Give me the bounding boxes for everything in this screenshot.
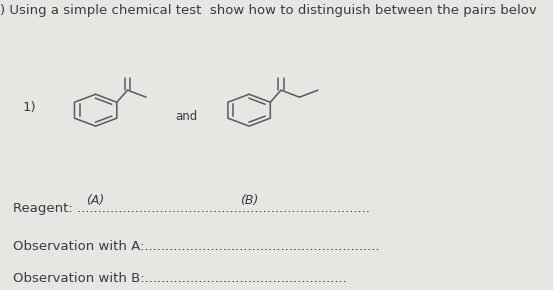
Text: (A): (A): [86, 194, 105, 207]
Text: Observation with A:.........................................................: Observation with A:.....................…: [13, 240, 380, 253]
Text: Observation with B:.................................................: Observation with B:.....................…: [13, 272, 347, 285]
Text: and: and: [176, 110, 198, 122]
Text: Reagent: .......................................................................: Reagent: ...............................…: [13, 202, 370, 215]
Text: 1): 1): [22, 101, 36, 114]
Text: (B): (B): [240, 194, 258, 207]
Text: ) Using a simple chemical test  show how to distinguish between the pairs belov: ) Using a simple chemical test show how …: [0, 4, 537, 17]
